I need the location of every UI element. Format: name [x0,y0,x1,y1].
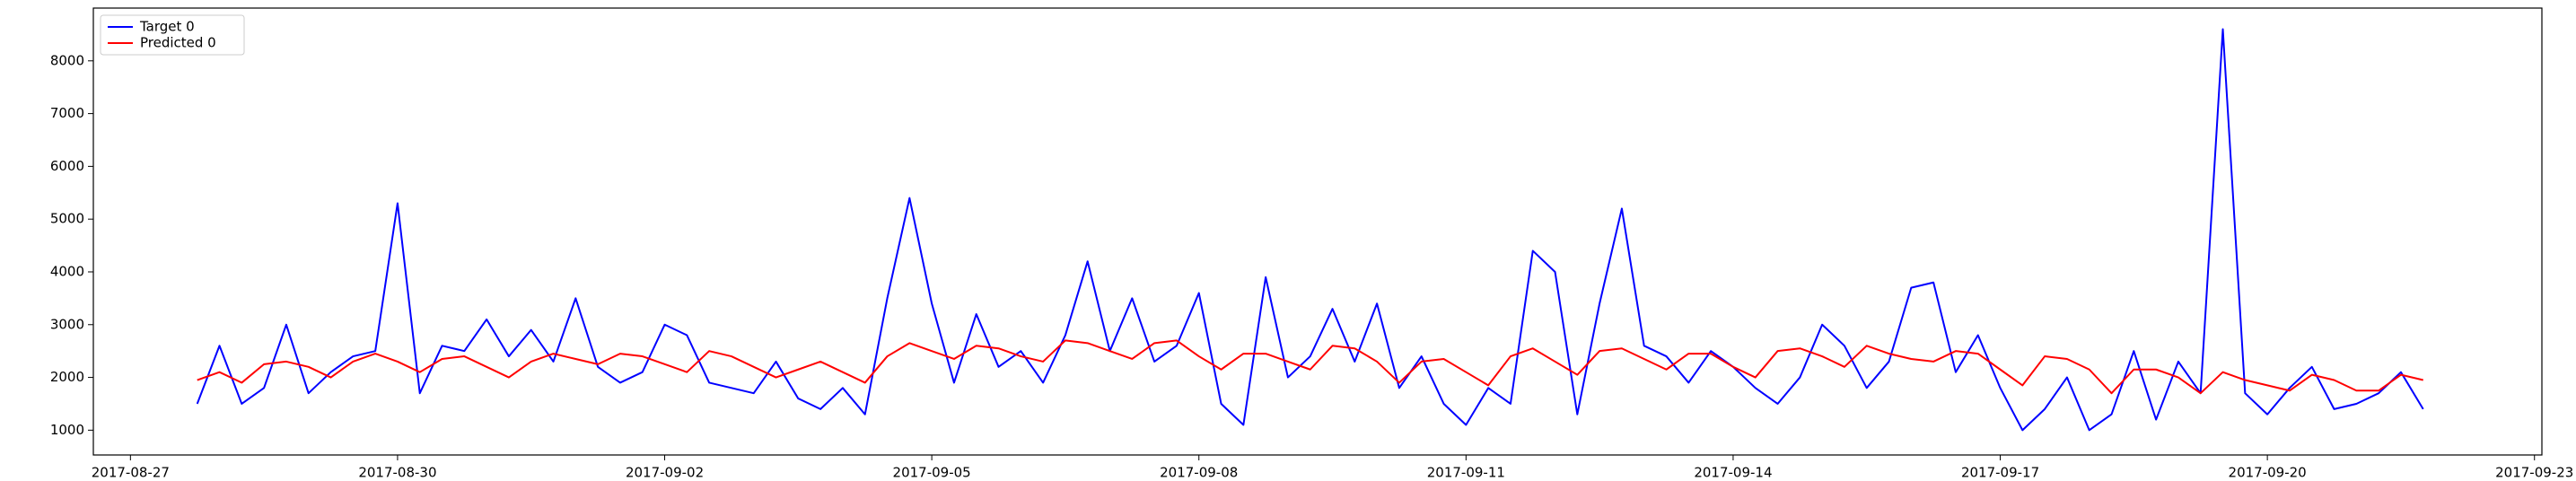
y-tick-label: 1000 [50,422,84,438]
series-line [197,339,2423,395]
x-tick-label: 2017-09-17 [1961,465,2039,481]
y-tick-label: 7000 [50,105,84,121]
x-tick-label: 2017-09-20 [2229,465,2307,481]
x-tick-label: 2017-09-11 [1427,465,1505,481]
x-tick-label: 2017-09-05 [893,465,971,481]
legend-label: Target 0 [139,19,195,35]
x-tick-label: 2017-09-08 [1160,465,1238,481]
y-tick-label: 2000 [50,369,84,385]
legend-label: Predicted 0 [140,35,216,51]
y-tick-label: 8000 [50,52,84,68]
x-tick-label: 2017-09-23 [2495,465,2573,481]
y-tick-label: 5000 [50,211,84,227]
y-tick-label: 3000 [50,316,84,332]
x-tick-label: 2017-09-14 [1694,465,1772,481]
legend-box [100,14,245,56]
x-tick-label: 2017-08-30 [358,465,436,481]
axes-frame [92,7,2543,456]
x-tick-label: 2017-09-02 [626,465,704,481]
x-tick-label: 2017-08-27 [92,465,170,481]
series-line [196,28,2424,432]
y-tick-label: 4000 [50,263,84,279]
y-tick-label: 6000 [50,158,84,174]
plot-area [196,28,2424,432]
